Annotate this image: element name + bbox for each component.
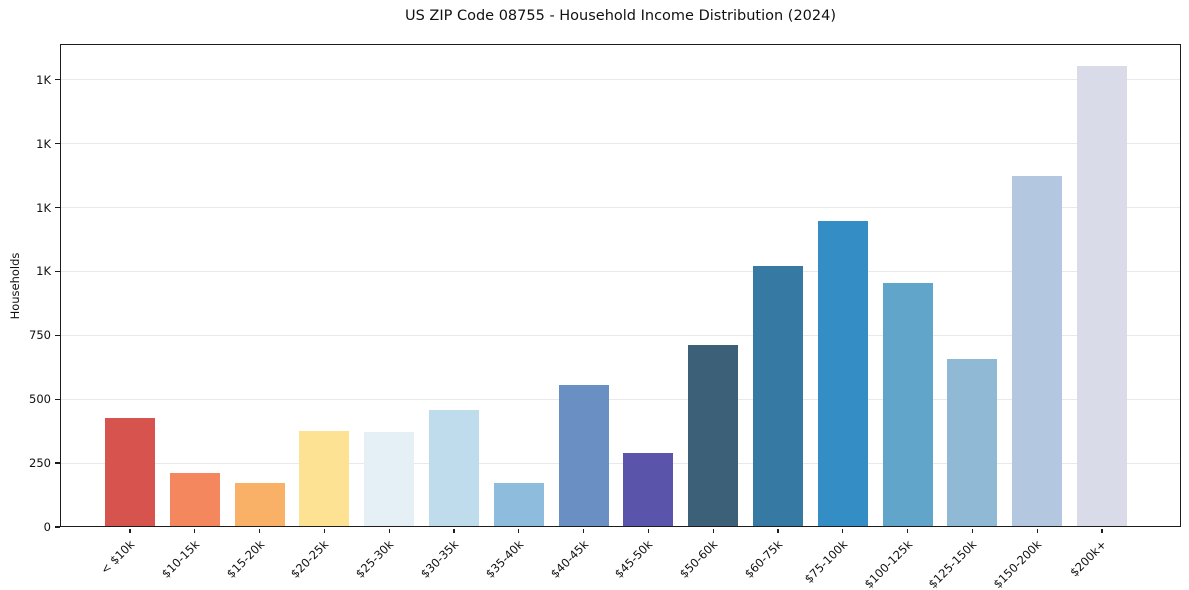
y-tick-label: 1K bbox=[36, 136, 51, 151]
x-tick-mark bbox=[1036, 528, 1038, 533]
bar bbox=[493, 483, 544, 527]
y-tick-mark bbox=[55, 462, 60, 464]
x-tick-mark bbox=[647, 528, 650, 533]
gridline bbox=[60, 462, 1181, 464]
y-tick-mark bbox=[55, 526, 60, 528]
y-tick-label: 1K bbox=[36, 264, 51, 279]
x-tick-mark bbox=[712, 528, 714, 533]
bar bbox=[299, 431, 350, 527]
bar bbox=[947, 359, 998, 527]
bar bbox=[429, 410, 479, 527]
y-tick-mark bbox=[55, 79, 60, 81]
x-tick-mark bbox=[194, 528, 196, 533]
bar bbox=[817, 221, 868, 527]
bar bbox=[558, 384, 609, 527]
x-tick-mark bbox=[906, 528, 909, 533]
gridline bbox=[60, 143, 1181, 145]
plot-area bbox=[60, 44, 1181, 527]
x-tick-mark bbox=[582, 528, 585, 533]
gridline bbox=[60, 398, 1181, 400]
bar bbox=[105, 418, 155, 527]
bar bbox=[882, 283, 933, 527]
gridline bbox=[60, 79, 1181, 81]
y-tick-mark bbox=[55, 334, 60, 337]
bar bbox=[688, 344, 739, 527]
y-tick-mark bbox=[55, 142, 60, 145]
bar bbox=[623, 452, 674, 527]
y-tick-mark bbox=[55, 270, 60, 273]
x-tick-mark bbox=[971, 528, 974, 533]
y-axis-label: Households bbox=[8, 252, 22, 320]
x-tick-mark bbox=[323, 528, 326, 533]
bar bbox=[169, 473, 220, 527]
x-tick-mark bbox=[388, 528, 390, 533]
x-tick-mark bbox=[777, 528, 779, 533]
x-tick-mark bbox=[258, 528, 261, 533]
x-tick-mark bbox=[453, 528, 455, 533]
bar bbox=[753, 266, 803, 527]
bar bbox=[1077, 66, 1127, 527]
bar bbox=[1012, 175, 1063, 527]
x-tick-mark bbox=[842, 528, 844, 533]
y-tick-label: 0 bbox=[43, 520, 51, 534]
gridline bbox=[60, 270, 1181, 272]
y-tick-label: 500 bbox=[29, 392, 51, 407]
y-tick-mark bbox=[55, 398, 60, 400]
bar bbox=[364, 432, 415, 527]
y-tick-label: 1K bbox=[36, 200, 51, 215]
bar bbox=[234, 483, 285, 527]
x-tick-mark bbox=[518, 528, 520, 533]
chart-title: US ZIP Code 08755 - Household Income Dis… bbox=[404, 8, 837, 24]
gridline bbox=[60, 334, 1181, 336]
x-tick-mark bbox=[129, 528, 131, 533]
x-tick-label: < $10k bbox=[97, 537, 138, 577]
x-tick-mark bbox=[1101, 528, 1103, 533]
y-tick-label: 1K bbox=[36, 72, 51, 87]
y-tick-label: 250 bbox=[29, 456, 51, 471]
y-tick-mark bbox=[55, 206, 60, 209]
y-tick-label: 750 bbox=[29, 328, 51, 343]
gridline bbox=[60, 207, 1181, 209]
